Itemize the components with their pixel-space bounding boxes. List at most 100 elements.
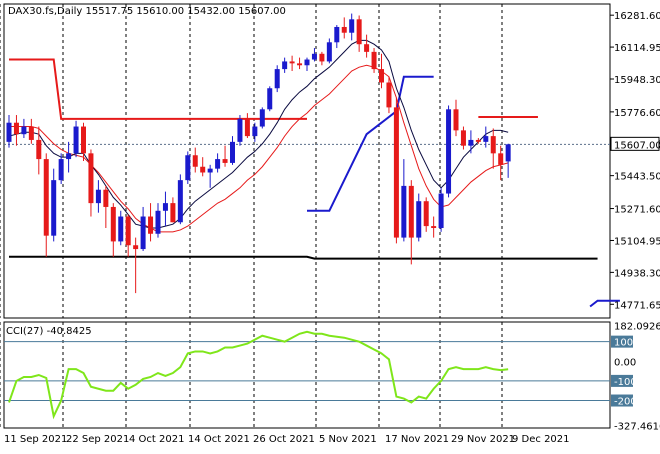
price-panel-frame (3, 3, 611, 319)
cci-panel-frame (3, 321, 611, 429)
candle-body (259, 109, 265, 127)
candle-body (58, 159, 64, 181)
candle-body (110, 206, 116, 242)
y-tick-label: 15104.95 (614, 236, 660, 247)
chart-header: DAX30.fs,Daily 15517.75 15610.00 15432.0… (8, 6, 286, 17)
candle-body (438, 193, 444, 229)
candle-body (401, 185, 407, 238)
x-tick-label: 9 Dec 2021 (512, 434, 570, 445)
current-price-label: 15607.00 (614, 140, 660, 151)
cci-line (8, 330, 509, 420)
candle-body (297, 63, 303, 66)
candle-body (274, 69, 280, 89)
candle-body (177, 180, 183, 223)
y-tick-label: 16281.60 (614, 11, 660, 22)
x-tick-label: 29 Nov 2021 (451, 434, 515, 445)
candle-body (43, 159, 49, 236)
candle-body (237, 118, 243, 142)
candle-body (311, 53, 317, 60)
cci-level-box (611, 394, 633, 407)
candle-body (304, 59, 310, 66)
candle-body (356, 19, 362, 45)
x-tick-label: 4 Oct 2021 (129, 434, 184, 445)
candle-body (393, 107, 399, 238)
candle-body (446, 109, 452, 194)
candle-body (483, 136, 489, 142)
candle-body (244, 118, 250, 137)
candle-body (453, 109, 459, 131)
candle-body (13, 122, 19, 135)
candle-body (326, 42, 332, 62)
y-tick-label: 15948.30 (614, 75, 660, 86)
candle-body (364, 44, 370, 52)
candle-body (66, 153, 72, 160)
x-tick-label: 22 Sep 2021 (66, 434, 129, 445)
candle-body (379, 69, 384, 83)
candle-body (498, 153, 504, 165)
candle-body (155, 210, 161, 234)
candle-body (118, 216, 124, 242)
cci-tick-label: 182.0926 (614, 322, 660, 333)
x-tick-label: 17 Nov 2021 (385, 434, 449, 445)
stop-level-line (9, 58, 307, 120)
candle-body (267, 88, 273, 110)
y-tick-label: 15776.60 (614, 108, 660, 119)
candle-body (289, 61, 295, 64)
candle-body (505, 144, 511, 162)
candle-body (431, 226, 437, 229)
candle-body (51, 180, 57, 236)
stop-level-line (589, 299, 620, 308)
x-tick-label: 5 Nov 2021 (319, 434, 377, 445)
y-tick-label: 14938.30 (614, 268, 660, 279)
candle-body (416, 201, 422, 238)
candle-body (341, 26, 347, 33)
candle-body (88, 153, 94, 204)
candle-body (207, 168, 213, 173)
current-price-box (610, 136, 660, 151)
candle-body (148, 216, 154, 234)
candle-body (140, 216, 146, 250)
y-tick-label: 15271.60 (614, 205, 660, 216)
x-tick-label: 11 Sep 2021 (4, 434, 67, 445)
candle-body (468, 139, 474, 146)
cci-tick-label: 0.00 (614, 357, 636, 368)
candle-body (170, 203, 176, 223)
candle-body (200, 166, 206, 173)
cci-level-box (611, 374, 633, 387)
stop-level-line (9, 255, 598, 260)
candle-body (28, 126, 34, 140)
candle-body (215, 159, 221, 169)
candle-body (133, 245, 139, 250)
candle-body (408, 185, 414, 238)
candle-body (95, 189, 101, 204)
candle-body (252, 126, 258, 137)
candle-body (460, 130, 466, 146)
candle-body (349, 19, 355, 33)
stop-level-line (307, 75, 434, 212)
candle-body (185, 155, 191, 181)
candle-body (222, 159, 228, 163)
y-tick-label: 16114.95 (614, 43, 660, 54)
candle-body (386, 82, 392, 108)
cci-tick-label: -327.4616 (614, 422, 660, 433)
cci-tick-label: 100 (614, 338, 633, 349)
candle-body (21, 126, 27, 135)
candle-body (490, 136, 496, 154)
y-tick-label: 14771.65 (614, 300, 660, 311)
x-tick-label: 26 Oct 2021 (253, 434, 315, 445)
candle-body (423, 201, 429, 227)
y-tick-label: 15443.50 (614, 172, 660, 183)
candle-body (103, 189, 109, 207)
cci-label: CCI(27) -40.8425 (6, 326, 92, 337)
x-tick-label: 14 Oct 2021 (188, 434, 250, 445)
cci-tick-label: -200 (614, 397, 637, 408)
candle-body (36, 139, 42, 160)
candle-body (6, 122, 12, 142)
candle-body (371, 51, 377, 70)
candle-body (73, 126, 79, 154)
candle-body (282, 61, 288, 70)
cci-level-box (611, 335, 633, 348)
